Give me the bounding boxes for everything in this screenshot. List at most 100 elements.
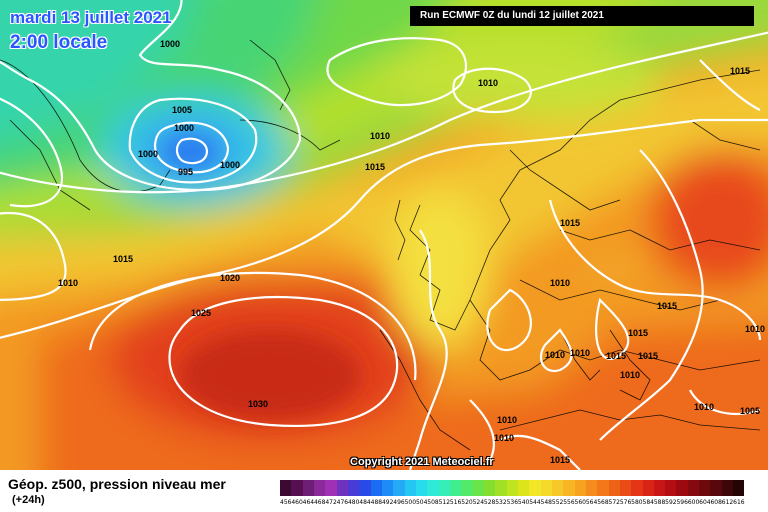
color-scale-label: 604 — [699, 499, 711, 506]
color-scale-label: 556 — [563, 499, 575, 506]
color-scale-label: 484 — [359, 499, 371, 506]
color-scale-label: 580 — [631, 499, 643, 506]
isobar-label: 1015 — [638, 351, 658, 361]
color-scale-label: 460 — [291, 499, 303, 506]
color-scale-swatch — [687, 480, 700, 496]
color-scale-swatch — [347, 480, 360, 496]
color-scale-swatch — [381, 480, 394, 496]
color-scale-swatch — [483, 480, 496, 496]
isobar-label: 1020 — [220, 273, 240, 283]
color-scale-swatch — [325, 480, 337, 496]
color-scale-label: 568 — [597, 499, 609, 506]
color-scale-label: 492 — [381, 499, 394, 506]
color-scale-swatch — [529, 480, 541, 496]
color-scale-label: 520 — [461, 499, 473, 506]
color-scale-label: 544 — [529, 499, 541, 506]
color-scale-label: 468 — [313, 499, 326, 506]
isobar-label: 1015 — [628, 328, 648, 338]
isobar-label: 1010 — [370, 131, 390, 141]
color-scale-swatch — [540, 480, 552, 496]
color-scale-swatch — [585, 480, 598, 496]
color-scale-label: 532 — [495, 499, 507, 506]
color-scale-swatch — [506, 480, 518, 496]
color-scale-swatch — [676, 480, 688, 496]
color-scale-swatch — [699, 480, 711, 496]
color-scale-label: 512 — [438, 499, 451, 506]
color-scale-swatch — [336, 480, 348, 496]
color-scale-swatch — [359, 480, 371, 496]
color-scale-label: 616 — [733, 499, 745, 506]
color-scale-swatch — [517, 480, 530, 496]
color-scale-label: 476 — [336, 499, 349, 506]
color-scale-swatch — [291, 480, 303, 496]
color-scale-label: 540 — [517, 499, 530, 506]
color-scale-label: 600 — [687, 499, 700, 506]
color-scale-label: 552 — [551, 499, 564, 506]
isobar-label: 1010 — [570, 348, 590, 358]
color-scale-label: 588 — [653, 499, 666, 506]
color-scale-label: 576 — [619, 499, 632, 506]
map-svg: 1000 1010 1005 1000 1000 1000 995 1010 1… — [0, 0, 768, 470]
weather-map: 1000 1010 1005 1000 1000 1000 995 1010 1… — [0, 0, 768, 470]
color-scale-swatch — [710, 480, 722, 496]
color-scale-label: 472 — [325, 499, 337, 506]
isobar-label: 1015 — [550, 455, 570, 465]
color-scale-swatch — [642, 480, 654, 496]
copyright-label: Copyright 2021 Meteociel.fr — [350, 456, 494, 468]
color-scale-label: 504 — [415, 499, 428, 506]
color-scale-swatch — [302, 480, 314, 496]
color-scale-label: 496 — [393, 499, 405, 506]
color-scale-label: 488 — [370, 499, 383, 506]
color-scale-label: 456 — [280, 499, 292, 506]
color-scale-swatch — [495, 480, 507, 496]
color-scale-swatch — [563, 480, 575, 496]
color-scale-swatch — [597, 480, 609, 496]
color-scale-label: 572 — [608, 499, 620, 506]
color-scale-swatch — [551, 480, 564, 496]
color-scale-label: 536 — [506, 499, 519, 506]
isobar-label: 1030 — [248, 399, 268, 409]
isobar-label: 1005 — [172, 105, 192, 115]
color-scale-label: 500 — [404, 499, 417, 506]
isobar-label: 1025 — [191, 308, 211, 318]
map-caption: Géop. z500, pression niveau mer — [8, 476, 226, 492]
color-scale-swatch — [665, 480, 677, 496]
isobar-label: 1010 — [745, 324, 765, 334]
isobar-label: 1010 — [494, 433, 514, 443]
isobar-label: 1010 — [58, 278, 78, 288]
color-scale-label: 508 — [427, 499, 439, 506]
isobar-label: 1010 — [694, 402, 714, 412]
color-scale-label: 528 — [483, 499, 496, 506]
color-scale-swatch — [393, 480, 405, 496]
isobar-label: 1010 — [620, 370, 640, 380]
isobar-label: 1015 — [606, 351, 626, 361]
color-scale-label: 480 — [347, 499, 360, 506]
isobar-label: 1010 — [497, 415, 517, 425]
isobar-label: 1005 — [740, 406, 760, 416]
isobar-label: 1015 — [730, 66, 750, 76]
color-scale-label: 592 — [665, 499, 677, 506]
forecast-date: mardi 13 juillet 2021 — [10, 8, 172, 27]
color-scale-swatch — [280, 480, 292, 496]
isobar-label: 1000 — [138, 149, 158, 159]
color-scale-swatch — [733, 480, 745, 496]
isobar-label: 1015 — [560, 218, 580, 228]
color-scale-label: 524 — [472, 499, 485, 506]
color-scale-swatch — [721, 480, 734, 496]
legend-bar: Géop. z500, pression niveau mer (+24h) 4… — [0, 470, 768, 512]
color-scale-label: 516 — [449, 499, 462, 506]
color-scale-swatch — [574, 480, 586, 496]
isobar-label: 1000 — [220, 160, 240, 170]
color-scale-swatch — [404, 480, 416, 496]
isobar-label: 1015 — [657, 301, 677, 311]
color-scale-swatch — [415, 480, 428, 496]
color-scale-label: 464 — [302, 499, 315, 506]
model-run-label: Run ECMWF 0Z du lundi 12 juillet 2021 — [410, 6, 754, 26]
color-scale-label: 564 — [585, 499, 598, 506]
color-scale-swatch — [472, 480, 484, 496]
isobars — [0, 0, 768, 470]
isobar-label: 1015 — [113, 254, 133, 264]
color-scale-label: 612 — [721, 499, 734, 506]
color-scale — [280, 480, 745, 496]
color-scale-label: 608 — [710, 499, 722, 506]
